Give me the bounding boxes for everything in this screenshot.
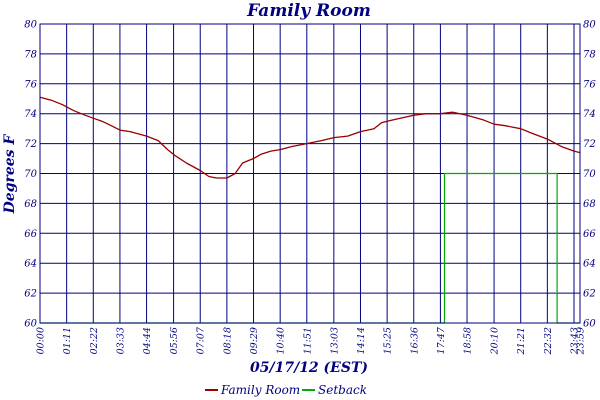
y-tick-label-right: 80	[583, 20, 596, 31]
x-axis-label: 05/17/12 (EST)	[250, 360, 368, 376]
legend-label-family-room: Family Room	[220, 383, 300, 397]
y-tick-label-right: 78	[583, 49, 596, 60]
x-tick-label: 16:36	[409, 327, 420, 354]
chart-title: Family Room	[246, 1, 371, 21]
x-tick-label: 23:59	[576, 327, 587, 355]
series-lines	[39, 96, 581, 324]
x-tick-label: 01:11	[62, 327, 73, 354]
x-tick-label: 15:25	[383, 327, 394, 354]
x-tick-label: 14:14	[356, 327, 367, 354]
y-tick-label-left: 72	[24, 139, 37, 150]
x-tick-label: 10:40	[276, 327, 287, 354]
x-tick-label: 17:47	[436, 326, 447, 354]
y-tick-label-left: 70	[24, 169, 37, 180]
y-tick-label-right: 74	[583, 109, 596, 120]
x-tick-label: 02:22	[89, 327, 100, 354]
plot-area-border	[39, 23, 581, 324]
x-tick-label: 11:51	[302, 327, 313, 354]
y-tick-label-right: 70	[583, 169, 596, 180]
y-axis-right-ticks: 60 62 64 66 68 70 72 74 76 78 80	[583, 20, 596, 330]
y-tick-label-right: 62	[583, 289, 596, 300]
x-tick-label: 08:18	[222, 327, 233, 354]
y-tick-label-right: 76	[583, 79, 596, 90]
legend-label-setback: Setback	[318, 383, 367, 397]
y-tick-label-left: 68	[24, 199, 37, 210]
x-tick-label: 21:21	[516, 327, 527, 355]
y-tick-label-right: 64	[583, 259, 596, 270]
y-tick-label-left: 74	[24, 109, 37, 120]
x-tick-label: 18:58	[463, 327, 474, 354]
x-axis-ticks: 00:00 01:11 02:22 03:33 04:44 05:56 07:07 08:18…	[36, 326, 587, 355]
x-tick-label: 23:43	[569, 327, 580, 355]
x-tick-label: 20:10	[490, 327, 501, 355]
y-tick-label-left: 76	[24, 79, 37, 90]
legend: Family Room Setback	[205, 383, 367, 397]
y-tick-label-right: 72	[583, 139, 596, 150]
setback-line	[40, 172, 580, 324]
y-tick-label-left: 78	[24, 49, 37, 60]
x-tick-label: 03:33	[115, 327, 126, 354]
x-tick-label: 05:56	[169, 327, 180, 354]
x-tick-label: 04:44	[142, 327, 153, 354]
y-tick-label-left: 60	[24, 319, 37, 330]
x-tick-label: 00:00	[36, 327, 47, 354]
y-tick-label-left: 62	[24, 289, 37, 300]
y-tick-label-right: 66	[583, 229, 596, 240]
y-tick-label-left: 64	[24, 259, 37, 270]
x-tick-label: 07:07	[196, 326, 207, 354]
family-room-line	[39, 96, 581, 179]
x-tick-label: 09:29	[249, 327, 260, 354]
y-tick-label-left: 66	[24, 229, 37, 240]
y-tick-label-left: 80	[24, 20, 37, 31]
x-tick-label: 13:03	[329, 327, 340, 354]
y-tick-label-right: 68	[583, 199, 596, 210]
y-axis-left-ticks: 60 62 64 66 68 70 72 74 76 78 80	[24, 20, 37, 330]
y-axis-label: Degrees F	[2, 134, 18, 215]
y-tick-label-right: 60	[583, 319, 596, 330]
x-tick-label: 22:32	[543, 327, 554, 355]
